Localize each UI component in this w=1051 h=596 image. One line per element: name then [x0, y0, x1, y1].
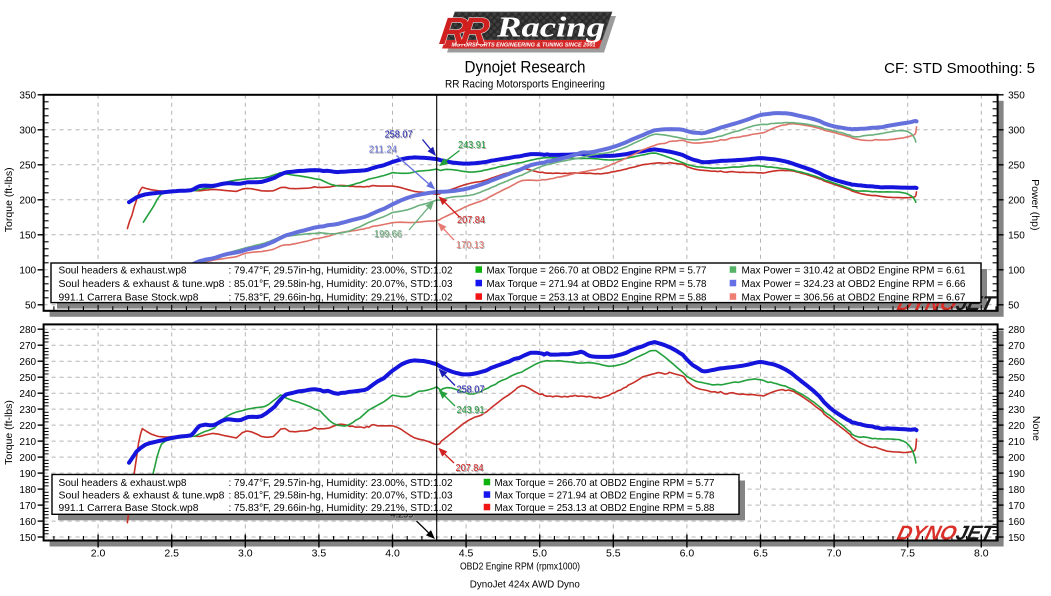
svg-text:5.5: 5.5: [606, 548, 621, 560]
svg-text:Max Torque = 253.13 at OBD2 En: Max Torque = 253.13 at OBD2 Engine RPM =…: [495, 502, 715, 514]
svg-text:230: 230: [1008, 405, 1025, 416]
svg-text:RR Racing Motorsports Engineer: RR Racing Motorsports Engineering: [445, 79, 605, 91]
svg-text:211.24: 211.24: [369, 143, 397, 155]
svg-text:Racing: Racing: [496, 13, 605, 44]
svg-text:Soul headers & exhaust & tune.: Soul headers & exhaust & tune.wp8: [59, 278, 225, 290]
svg-text:280: 280: [1008, 325, 1025, 336]
svg-text:240: 240: [1008, 389, 1025, 400]
svg-text:: 75.83°F, 29.66in-hg, Humidi: : 75.83°F, 29.66in-hg, Humidity: 29.21%,…: [229, 292, 453, 304]
svg-text:350: 350: [1008, 91, 1025, 102]
svg-text:Max Power = 306.56 at OBD2 Eng: Max Power = 306.56 at OBD2 Engine RPM = …: [742, 292, 966, 304]
svg-text:Power (hp): Power (hp): [1029, 179, 1041, 230]
svg-text:MOTORSPORTS ENGINEERING & TUNI: MOTORSPORTS ENGINEERING & TUNING SINCE 2…: [452, 43, 596, 49]
svg-text:190: 190: [1008, 469, 1025, 480]
svg-text:6.5: 6.5: [753, 548, 768, 560]
svg-text:170: 170: [1008, 501, 1025, 512]
svg-text:207.84: 207.84: [456, 462, 484, 474]
svg-text:207.84: 207.84: [457, 214, 485, 226]
svg-text:DYNOJET: DYNOJET: [895, 523, 998, 545]
svg-text:2.5: 2.5: [164, 548, 179, 560]
svg-text:100: 100: [1008, 266, 1025, 277]
svg-text:160: 160: [19, 517, 36, 528]
svg-text:Soul headers & exhaust.wp8: Soul headers & exhaust.wp8: [59, 265, 187, 277]
svg-text:240: 240: [19, 389, 36, 400]
svg-text:210: 210: [19, 437, 36, 448]
svg-text:160: 160: [1008, 517, 1025, 528]
svg-text:7.5: 7.5: [900, 548, 915, 560]
svg-text:Max Torque = 271.94 at OBD2 En: Max Torque = 271.94 at OBD2 Engine RPM =…: [495, 490, 715, 502]
svg-text:Max Power = 310.42 at OBD2 Eng: Max Power = 310.42 at OBD2 Engine RPM = …: [742, 265, 966, 277]
svg-text:230: 230: [19, 405, 36, 416]
svg-text:170.13: 170.13: [456, 239, 484, 251]
svg-text:Soul headers & exhaust.wp8: Soul headers & exhaust.wp8: [59, 477, 187, 489]
svg-text:150: 150: [19, 533, 36, 544]
svg-text:350: 350: [19, 91, 36, 102]
svg-text:258.07: 258.07: [457, 384, 485, 396]
svg-text:250: 250: [1008, 161, 1025, 172]
svg-text:5.0: 5.0: [532, 548, 547, 560]
svg-text:199.66: 199.66: [374, 228, 402, 240]
svg-text:300: 300: [1008, 126, 1025, 137]
svg-text:150: 150: [19, 231, 36, 242]
svg-text:210: 210: [1008, 437, 1025, 448]
svg-text:180: 180: [1008, 485, 1025, 496]
svg-text:991.1 Carrera Base Stock.wp8: 991.1 Carrera Base Stock.wp8: [59, 502, 199, 514]
svg-text:260: 260: [1008, 357, 1025, 368]
svg-text:220: 220: [1008, 421, 1025, 432]
svg-text:: 75.83°F, 29.66in-hg, Humidi: : 75.83°F, 29.66in-hg, Humidity: 29.21%,…: [229, 502, 453, 514]
svg-text:270: 270: [1008, 341, 1025, 352]
svg-text:3.5: 3.5: [312, 548, 327, 560]
svg-text:150: 150: [1008, 231, 1025, 242]
svg-text:Torque (ft-lbs): Torque (ft-lbs): [3, 400, 15, 465]
svg-text:300: 300: [19, 126, 36, 137]
svg-text:OBD2 Engine RPM (rpmx1000): OBD2 Engine RPM (rpmx1000): [460, 561, 580, 573]
svg-text:Max Torque = 271.94 at OBD2 En: Max Torque = 271.94 at OBD2 Engine RPM =…: [487, 278, 707, 290]
svg-text:Max Power = 324.23 at OBD2 Eng: Max Power = 324.23 at OBD2 Engine RPM = …: [742, 278, 966, 290]
svg-text:4.5: 4.5: [459, 548, 474, 560]
svg-text:991.1 Carrera Base Stock.wp8: 991.1 Carrera Base Stock.wp8: [59, 292, 199, 304]
svg-text:280: 280: [19, 325, 36, 336]
svg-text:190: 190: [19, 469, 36, 480]
svg-text:Dynojet Research: Dynojet Research: [465, 59, 586, 77]
svg-text:200: 200: [19, 196, 36, 207]
svg-text:250: 250: [19, 373, 36, 384]
svg-text:150: 150: [1008, 533, 1025, 544]
svg-text:250: 250: [19, 161, 36, 172]
svg-text:200: 200: [1008, 453, 1025, 464]
svg-text:7.0: 7.0: [827, 548, 842, 560]
svg-text:Soul headers & exhaust & tune.: Soul headers & exhaust & tune.wp8: [59, 490, 225, 502]
svg-text:243.91: 243.91: [458, 139, 486, 151]
svg-text:243.91: 243.91: [457, 404, 485, 416]
svg-text:100: 100: [19, 266, 36, 277]
svg-text:: 85.01°F, 29.58in-hg, Humidi: : 85.01°F, 29.58in-hg, Humidity: 20.07%,…: [229, 278, 453, 290]
svg-text:: 79.47°F, 29.57in-hg, Humidi: : 79.47°F, 29.57in-hg, Humidity: 23.00%,…: [229, 265, 453, 277]
svg-text:3.0: 3.0: [238, 548, 253, 560]
svg-text:DynoJet 424x AWD Dyno: DynoJet 424x AWD Dyno: [470, 579, 580, 591]
svg-text:220: 220: [19, 421, 36, 432]
svg-text:None: None: [1030, 416, 1042, 441]
svg-text:6.0: 6.0: [680, 548, 695, 560]
svg-text:Max Torque = 266.70 at OBD2 En: Max Torque = 266.70 at OBD2 Engine RPM =…: [495, 477, 715, 489]
svg-text:250: 250: [1008, 373, 1025, 384]
svg-text:200: 200: [1008, 196, 1025, 207]
svg-text:260: 260: [19, 357, 36, 368]
svg-text:Max Torque = 266.70 at OBD2 En: Max Torque = 266.70 at OBD2 Engine RPM =…: [487, 265, 707, 277]
svg-text:170: 170: [19, 501, 36, 512]
svg-text:50: 50: [25, 301, 37, 312]
svg-text:200: 200: [19, 453, 36, 464]
svg-text:2.0: 2.0: [91, 548, 106, 560]
svg-text:: 85.01°F, 29.58in-hg, Humidi: : 85.01°F, 29.58in-hg, Humidity: 20.07%,…: [229, 490, 453, 502]
svg-text:Max Torque = 253.13 at OBD2 En: Max Torque = 253.13 at OBD2 Engine RPM =…: [487, 292, 707, 304]
svg-text:180: 180: [19, 485, 36, 496]
svg-text:4.0: 4.0: [385, 548, 400, 560]
svg-text:270: 270: [19, 341, 36, 352]
svg-text:50: 50: [1008, 301, 1020, 312]
svg-text:Torque (ft-lbs): Torque (ft-lbs): [3, 167, 15, 232]
svg-text:258.07: 258.07: [385, 128, 413, 140]
svg-text:: 79.47°F, 29.57in-hg, Humidi: : 79.47°F, 29.57in-hg, Humidity: 23.00%,…: [229, 477, 453, 489]
svg-text:8.0: 8.0: [974, 548, 989, 560]
svg-text:CF: STD Smoothing: 5: CF: STD Smoothing: 5: [884, 60, 1035, 77]
